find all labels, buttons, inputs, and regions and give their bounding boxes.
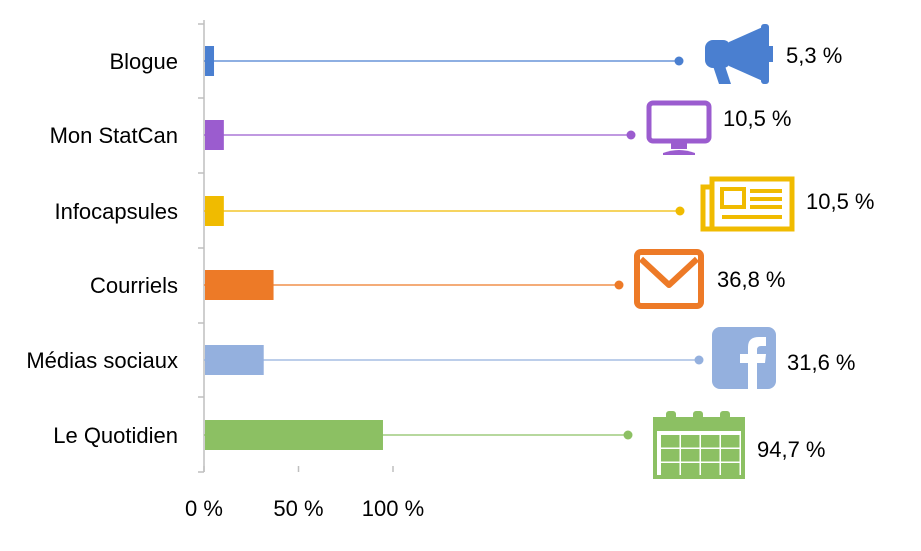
data-label: 31,6 % xyxy=(787,350,856,375)
data-label: 94,7 % xyxy=(757,437,826,462)
leader-dot xyxy=(694,355,704,365)
data-label: 36,8 % xyxy=(717,267,786,292)
bar xyxy=(205,420,383,450)
x-tick-label: 0 % xyxy=(185,496,223,521)
bar xyxy=(205,46,215,76)
bar xyxy=(205,345,264,375)
bar xyxy=(205,196,224,226)
leader-dot xyxy=(674,56,684,66)
facebook-icon xyxy=(712,327,776,389)
x-tick-label: 50 % xyxy=(273,496,323,521)
calendar-icon xyxy=(653,411,745,479)
leader-dot xyxy=(626,130,636,140)
data-label: 10,5 % xyxy=(723,106,792,131)
axes xyxy=(198,20,394,473)
category-label: Courriels xyxy=(90,273,178,298)
category-label: Infocapsules xyxy=(54,199,178,224)
bar xyxy=(205,270,274,300)
leader-dot xyxy=(614,280,624,290)
category-label: Médias sociaux xyxy=(26,348,178,373)
newspaper-icon xyxy=(700,176,795,232)
category-label: Le Quotidien xyxy=(53,423,178,448)
bar xyxy=(205,120,224,150)
x-tick-label: 100 % xyxy=(362,496,424,521)
megaphone-icon xyxy=(705,24,773,84)
data-label: 5,3 % xyxy=(786,43,842,68)
category-label: Mon StatCan xyxy=(50,123,178,148)
envelope-icon xyxy=(634,249,704,309)
category-label: Blogue xyxy=(109,49,178,74)
data-label: 10,5 % xyxy=(806,189,875,214)
leader-dot xyxy=(675,206,685,216)
monitor-icon xyxy=(646,100,712,155)
labels: 0 % 50 % 100 % Blogue 5,3 % Mon StatCan 10,5 %… xyxy=(26,43,874,521)
leader-dot xyxy=(623,430,633,440)
icons xyxy=(634,24,795,479)
bars xyxy=(204,46,704,450)
